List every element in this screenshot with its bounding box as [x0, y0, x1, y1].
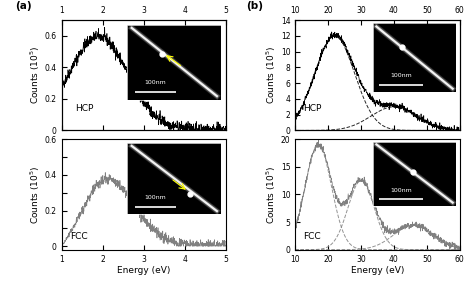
- Text: FCC: FCC: [70, 232, 88, 241]
- Text: (b): (b): [246, 1, 263, 11]
- Text: (a): (a): [16, 1, 32, 11]
- Y-axis label: Counts (10$^5$): Counts (10$^5$): [264, 46, 278, 104]
- Y-axis label: Counts (10$^5$): Counts (10$^5$): [264, 165, 278, 224]
- X-axis label: Energy (eV): Energy (eV): [117, 266, 171, 275]
- X-axis label: Energy (eV): Energy (eV): [351, 266, 404, 275]
- Text: HCP: HCP: [303, 104, 322, 113]
- Text: FCC: FCC: [303, 232, 321, 241]
- Y-axis label: Counts (10$^5$): Counts (10$^5$): [28, 46, 42, 104]
- Text: HCP: HCP: [75, 104, 93, 113]
- Y-axis label: Counts (10$^5$): Counts (10$^5$): [28, 165, 42, 224]
